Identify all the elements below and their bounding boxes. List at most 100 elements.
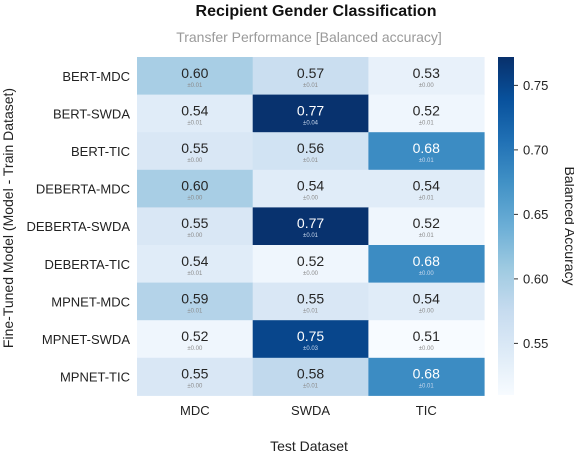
colorbar-label: Balanced Accuracy (562, 166, 574, 285)
heatmap-cell (368, 132, 485, 171)
x-axis-label: Test Dataset (270, 438, 348, 452)
cell-std-label: ±0.01 (303, 158, 319, 164)
cell-value-label: 0.59 (181, 290, 208, 306)
heatmap-cell (252, 169, 369, 208)
cell-std-label: ±0.01 (303, 83, 319, 89)
cell-value-label: 0.52 (413, 215, 440, 231)
colorbar-tick-label: 0.75 (523, 78, 548, 93)
heatmap-cell (137, 169, 254, 208)
heatmap-cell (252, 94, 369, 133)
cell-value-label: 0.52 (181, 328, 208, 344)
colorbar-tick-label: 0.70 (523, 142, 548, 157)
cell-value-label: 0.57 (297, 65, 324, 81)
colorbar-ticks: 0.55 0.60 0.65 0.70 0.75 (514, 78, 548, 351)
cell-value-label: 0.55 (181, 140, 208, 156)
cell-value-label: 0.54 (413, 178, 440, 194)
chart-title: Recipient Gender Classification (196, 3, 437, 20)
cell-std-label: ±0.01 (187, 120, 203, 126)
heatmap-cell (252, 57, 369, 96)
heatmap-cell (368, 320, 485, 359)
colorbar (498, 57, 514, 395)
y-axis-label: Fine-Tuned Model (Model - Train Dataset) (0, 88, 16, 348)
heatmap-cell (137, 357, 254, 396)
column-label: MDC (180, 403, 210, 418)
cell-std-label: ±0.01 (419, 384, 435, 390)
heatmap-grid: 0.60 ±0.01 0.57 ±0.01 0.53 ±0.00 0.54 ±0.01 0.77… (137, 57, 485, 396)
heatmap-cell (137, 94, 254, 133)
cell-value-label: 0.68 (413, 140, 440, 156)
heatmap-cell (368, 245, 485, 284)
cell-std-label: ±0.00 (187, 346, 203, 352)
cell-std-label: ±0.01 (303, 308, 319, 314)
heatmap-cell (137, 320, 254, 359)
cell-std-label: ±0.00 (187, 233, 203, 239)
cell-std-label: ±0.01 (419, 120, 435, 126)
cell-std-label: ±0.01 (187, 271, 203, 277)
heatmap-cell (368, 94, 485, 133)
column-labels: MDC SWDA TIC (180, 403, 437, 418)
cell-value-label: 0.54 (297, 178, 324, 194)
cell-std-label: ±0.00 (187, 384, 203, 390)
cell-value-label: 0.77 (297, 102, 324, 118)
cell-std-label: ±0.00 (419, 346, 435, 352)
row-label: DEBERTA-MDC (36, 182, 130, 197)
row-labels: BERT-MDC BERT-SWDA BERT-TIC DEBERTA-MDC DEBE… (26, 69, 130, 385)
heatmap-cell (368, 282, 485, 321)
heatmap-cell (252, 132, 369, 171)
row-label: DEBERTA-SWDA (26, 219, 130, 234)
cell-value-label: 0.55 (297, 290, 324, 306)
heatmap-cell (137, 57, 254, 96)
row-label: DEBERTA-TIC (45, 257, 130, 272)
cell-value-label: 0.54 (413, 290, 440, 306)
cell-std-label: ±0.01 (419, 233, 435, 239)
cell-value-label: 0.75 (297, 328, 324, 344)
cell-value-label: 0.58 (297, 366, 324, 382)
heatmap-cell (368, 169, 485, 208)
cell-value-label: 0.54 (181, 102, 208, 118)
heatmap-cell (368, 357, 485, 396)
cell-std-label: ±0.00 (187, 196, 203, 202)
cell-value-label: 0.77 (297, 215, 324, 231)
chart-subtitle: Transfer Performance [Balanced accuracy] (176, 29, 442, 45)
cell-std-label: ±0.01 (187, 308, 203, 314)
cell-value-label: 0.55 (181, 215, 208, 231)
heatmap-cell (252, 357, 369, 396)
row-label: MPNET-TIC (60, 370, 130, 385)
heatmap-cell (252, 245, 369, 284)
heatmap-cell (368, 207, 485, 246)
cell-value-label: 0.68 (413, 366, 440, 382)
cell-value-label: 0.68 (413, 253, 440, 269)
cell-std-label: ±0.01 (303, 233, 319, 239)
heatmap-cell (252, 282, 369, 321)
cell-value-label: 0.60 (181, 178, 208, 194)
row-label: BERT-MDC (62, 69, 130, 84)
cell-value-label: 0.56 (297, 140, 324, 156)
colorbar-tick-label: 0.60 (523, 271, 548, 286)
heatmap-cell (368, 57, 485, 96)
cell-std-label: ±0.00 (303, 271, 319, 277)
cell-std-label: ±0.00 (419, 83, 435, 89)
column-label: SWDA (291, 403, 330, 418)
heatmap-cell (137, 245, 254, 284)
heatmap-cell (137, 282, 254, 321)
cell-std-label: ±0.01 (419, 196, 435, 202)
cell-std-label: ±0.00 (303, 196, 319, 202)
cell-value-label: 0.53 (413, 65, 440, 81)
colorbar-tick-label: 0.55 (523, 336, 548, 351)
cell-value-label: 0.60 (181, 65, 208, 81)
cell-std-label: ±0.00 (419, 271, 435, 277)
column-label: TIC (416, 403, 437, 418)
cell-value-label: 0.51 (413, 328, 440, 344)
cell-value-label: 0.54 (181, 253, 208, 269)
cell-std-label: ±0.04 (303, 120, 319, 126)
heatmap-cell (137, 207, 254, 246)
cell-std-label: ±0.01 (187, 83, 203, 89)
cell-value-label: 0.55 (181, 366, 208, 382)
colorbar-tick-label: 0.65 (523, 207, 548, 222)
heatmap-cell (252, 320, 369, 359)
cell-std-label: ±0.00 (187, 158, 203, 164)
row-label: MPNET-SWDA (42, 332, 130, 347)
cell-std-label: ±0.01 (303, 384, 319, 390)
row-label: BERT-SWDA (53, 106, 130, 121)
